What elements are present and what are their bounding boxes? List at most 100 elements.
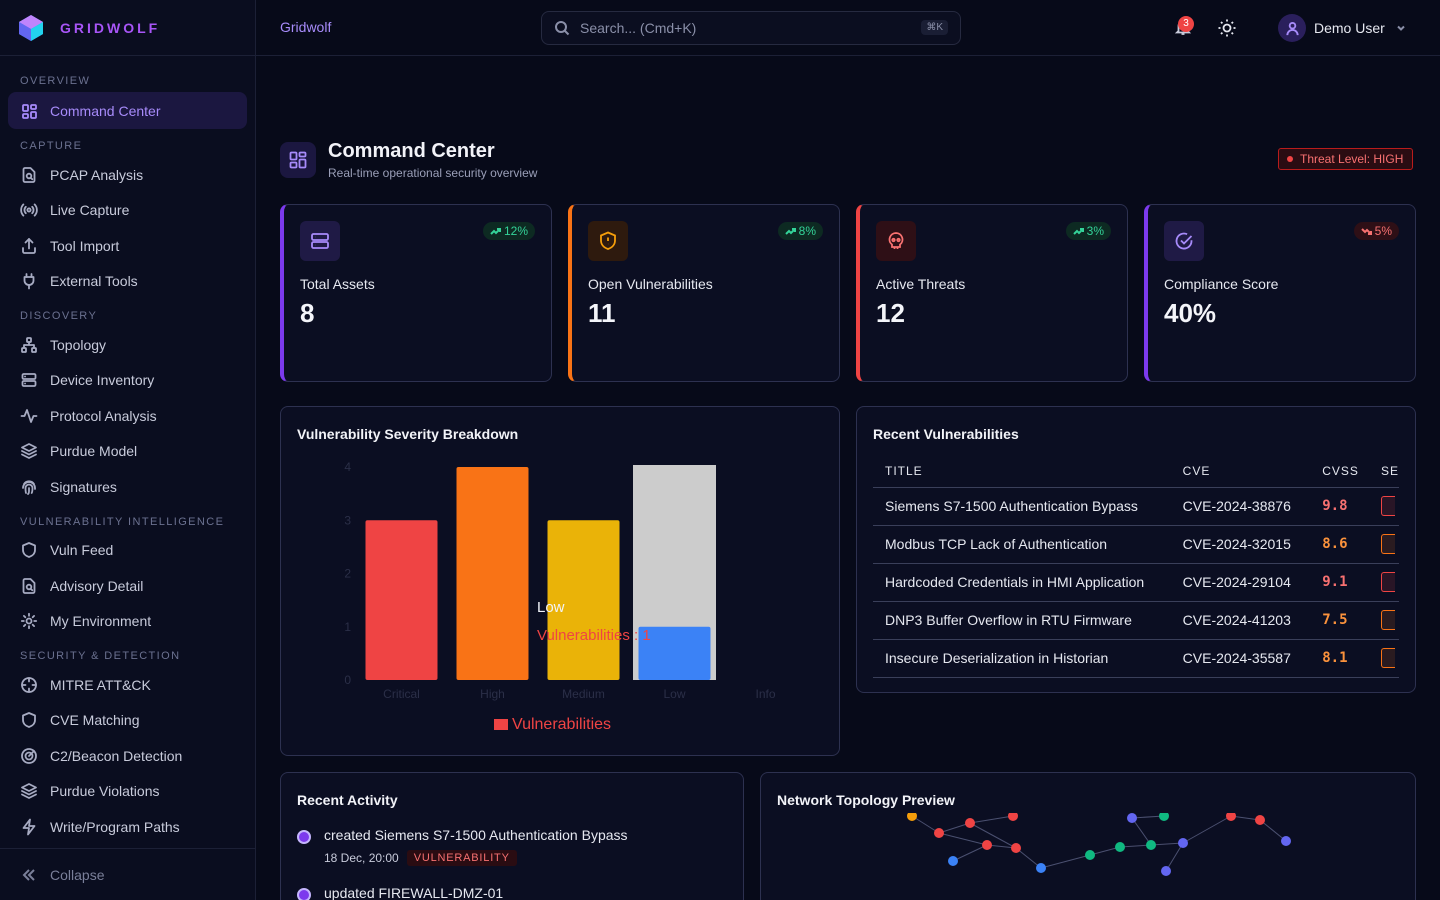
topology-node[interactable] xyxy=(965,818,975,828)
radar-icon xyxy=(21,747,37,764)
table-row[interactable]: Modbus TCP Lack of Authentication CVE-20… xyxy=(873,525,1399,564)
skull-icon xyxy=(876,221,916,261)
trend-value: 8% xyxy=(798,224,816,238)
vuln-cve: CVE-2024-35587 xyxy=(1170,639,1311,678)
sidebar-item-live-capture[interactable]: Live Capture xyxy=(8,193,247,229)
topology-node[interactable] xyxy=(982,840,992,850)
column-header[interactable]: CVSS xyxy=(1310,455,1369,488)
topology-node[interactable] xyxy=(1146,840,1156,850)
severity-cell xyxy=(1368,563,1399,602)
brand-name: GRIDWOLF xyxy=(60,19,161,36)
sidebar-item-external-tools[interactable]: External Tools xyxy=(8,264,247,300)
search-input[interactable] xyxy=(580,20,900,36)
page-header: Command Center Real-time operational sec… xyxy=(280,140,537,180)
sidebar-item-pcap-analysis[interactable]: PCAP Analysis xyxy=(8,157,247,193)
sidebar-item-vuln-feed[interactable]: Vuln Feed xyxy=(8,533,247,569)
sidebar-item-cve-matching[interactable]: CVE Matching xyxy=(8,703,247,739)
sidebar-item-command-center[interactable]: Command Center xyxy=(8,92,247,129)
sidebar-item-signatures[interactable]: Signatures xyxy=(8,469,247,505)
sidebar-item-label: MITRE ATT&CK xyxy=(50,676,151,693)
sidebar-item-device-inventory[interactable]: Device Inventory xyxy=(8,363,247,399)
sidebar-item-topology[interactable]: Topology xyxy=(8,327,247,363)
column-header[interactable]: CVE xyxy=(1170,455,1311,488)
topology-node[interactable] xyxy=(1178,838,1188,848)
table-row[interactable]: Hardcoded Credentials in HMI Application… xyxy=(873,563,1399,602)
activity-item[interactable]: created Siemens S7-1500 Authentication B… xyxy=(297,827,628,866)
vuln-cvss: 8.6 xyxy=(1310,525,1369,564)
table-row[interactable]: Insecure Deserialization in Historian CV… xyxy=(873,639,1399,678)
sidebar-item-label: My Environment xyxy=(50,613,152,630)
topology-node[interactable] xyxy=(1159,813,1169,821)
topology-edge xyxy=(911,815,940,834)
stat-card-total-assets[interactable]: 12% Total Assets 8 xyxy=(280,204,552,382)
topology-node[interactable] xyxy=(1036,863,1046,873)
topology-node[interactable] xyxy=(907,813,917,821)
sidebar-item-advisory-detail[interactable]: Advisory Detail xyxy=(8,568,247,604)
sidebar-item-mitre-att-ck[interactable]: MITRE ATT&CK xyxy=(8,667,247,703)
topology-node[interactable] xyxy=(1115,842,1125,852)
topology-node[interactable] xyxy=(1008,813,1018,821)
user-menu[interactable]: Demo User xyxy=(1278,14,1407,42)
topology-node[interactable] xyxy=(934,828,944,838)
activity-icon xyxy=(20,408,38,423)
collapse-button[interactable]: Collapse xyxy=(0,848,255,900)
x-tick-label: Medium xyxy=(562,687,605,701)
topology-node[interactable] xyxy=(948,856,958,866)
vuln-cvss: 8.1 xyxy=(1310,639,1369,678)
sidebar-item-label: Signatures xyxy=(50,478,117,495)
sidebar-item-protocol-analysis[interactable]: Protocol Analysis xyxy=(8,398,247,434)
stat-card-compliance-score[interactable]: 5% Compliance Score 40% xyxy=(1144,204,1416,382)
x-tick-label: Critical xyxy=(383,687,420,701)
sidebar-item-tool-import[interactable]: Tool Import xyxy=(8,228,247,264)
topology-edge xyxy=(969,822,1017,849)
sidebar-item-write-program-paths[interactable]: Write/Program Paths xyxy=(8,809,247,845)
nav-section-label: VULNERABILITY INTELLIGENCE xyxy=(20,515,225,528)
column-header[interactable]: SE xyxy=(1368,455,1399,488)
theme-toggle[interactable] xyxy=(1217,18,1237,43)
topology-graph[interactable] xyxy=(761,813,1415,900)
search-box[interactable]: ⌘K xyxy=(541,11,961,45)
topology-node[interactable] xyxy=(1255,815,1265,825)
activity-item[interactable]: updated FIREWALL-DMZ-01 xyxy=(297,885,503,900)
topology-edge xyxy=(1165,842,1184,872)
sidebar-item-label: CVE Matching xyxy=(50,712,140,729)
stat-card-active-threats[interactable]: 3% Active Threats 12 xyxy=(856,204,1128,382)
dashboard-icon xyxy=(22,103,37,119)
table-row[interactable]: Siemens S7-1500 Authentication Bypass CV… xyxy=(873,487,1399,526)
page-title: Command Center xyxy=(328,140,495,162)
brand[interactable]: GRIDWOLF xyxy=(0,0,255,56)
topology-node[interactable] xyxy=(1226,813,1236,821)
search-icon xyxy=(555,21,570,36)
column-header[interactable]: TITLE xyxy=(873,455,1171,488)
trend-up-icon xyxy=(784,227,796,235)
network-icon xyxy=(21,336,37,353)
table-row[interactable]: DNP3 Buffer Overflow in RTU Firmware CVE… xyxy=(873,601,1399,640)
vuln-cvss: 9.8 xyxy=(1310,487,1369,526)
nav-section-label: OVERVIEW xyxy=(20,75,91,87)
recent-vulnerabilities-title: Recent Vulnerabilities xyxy=(873,426,1019,442)
topology-node[interactable] xyxy=(1161,866,1171,876)
topology-node[interactable] xyxy=(1127,813,1137,823)
topology-node[interactable] xyxy=(1085,850,1095,860)
activity-meta: 18 Dec, 20:00 VULNERABILITY xyxy=(324,850,628,866)
dashboard-icon xyxy=(280,142,316,178)
severity-chart-title: Vulnerability Severity Breakdown xyxy=(297,426,519,442)
vuln-cvss: 9.1 xyxy=(1310,563,1369,602)
breadcrumb[interactable]: Gridwolf xyxy=(280,19,332,35)
sidebar-item-my-environment[interactable]: My Environment xyxy=(8,604,247,640)
severity-badge xyxy=(1380,534,1395,554)
avatar xyxy=(1278,14,1306,42)
sidebar-item-c2-beacon-detection[interactable]: C2/Beacon Detection xyxy=(8,738,247,774)
sidebar-item-label: External Tools xyxy=(50,273,138,290)
topology-edge xyxy=(1015,847,1042,869)
y-tick-label: 2 xyxy=(344,567,351,581)
sidebar-item-purdue-violations[interactable]: Purdue Violations xyxy=(8,774,247,810)
topology-node[interactable] xyxy=(1281,836,1291,846)
topology-node[interactable] xyxy=(1011,843,1021,853)
topology-edge xyxy=(1131,815,1165,819)
collapse-label: Collapse xyxy=(50,866,105,883)
trend-up-icon xyxy=(490,227,501,235)
stat-card-open-vulnerabilities[interactable]: 8% Open Vulnerabilities 11 xyxy=(568,204,840,382)
sidebar-item-purdue-model[interactable]: Purdue Model xyxy=(8,434,247,470)
y-tick-label: 0 xyxy=(344,673,351,687)
